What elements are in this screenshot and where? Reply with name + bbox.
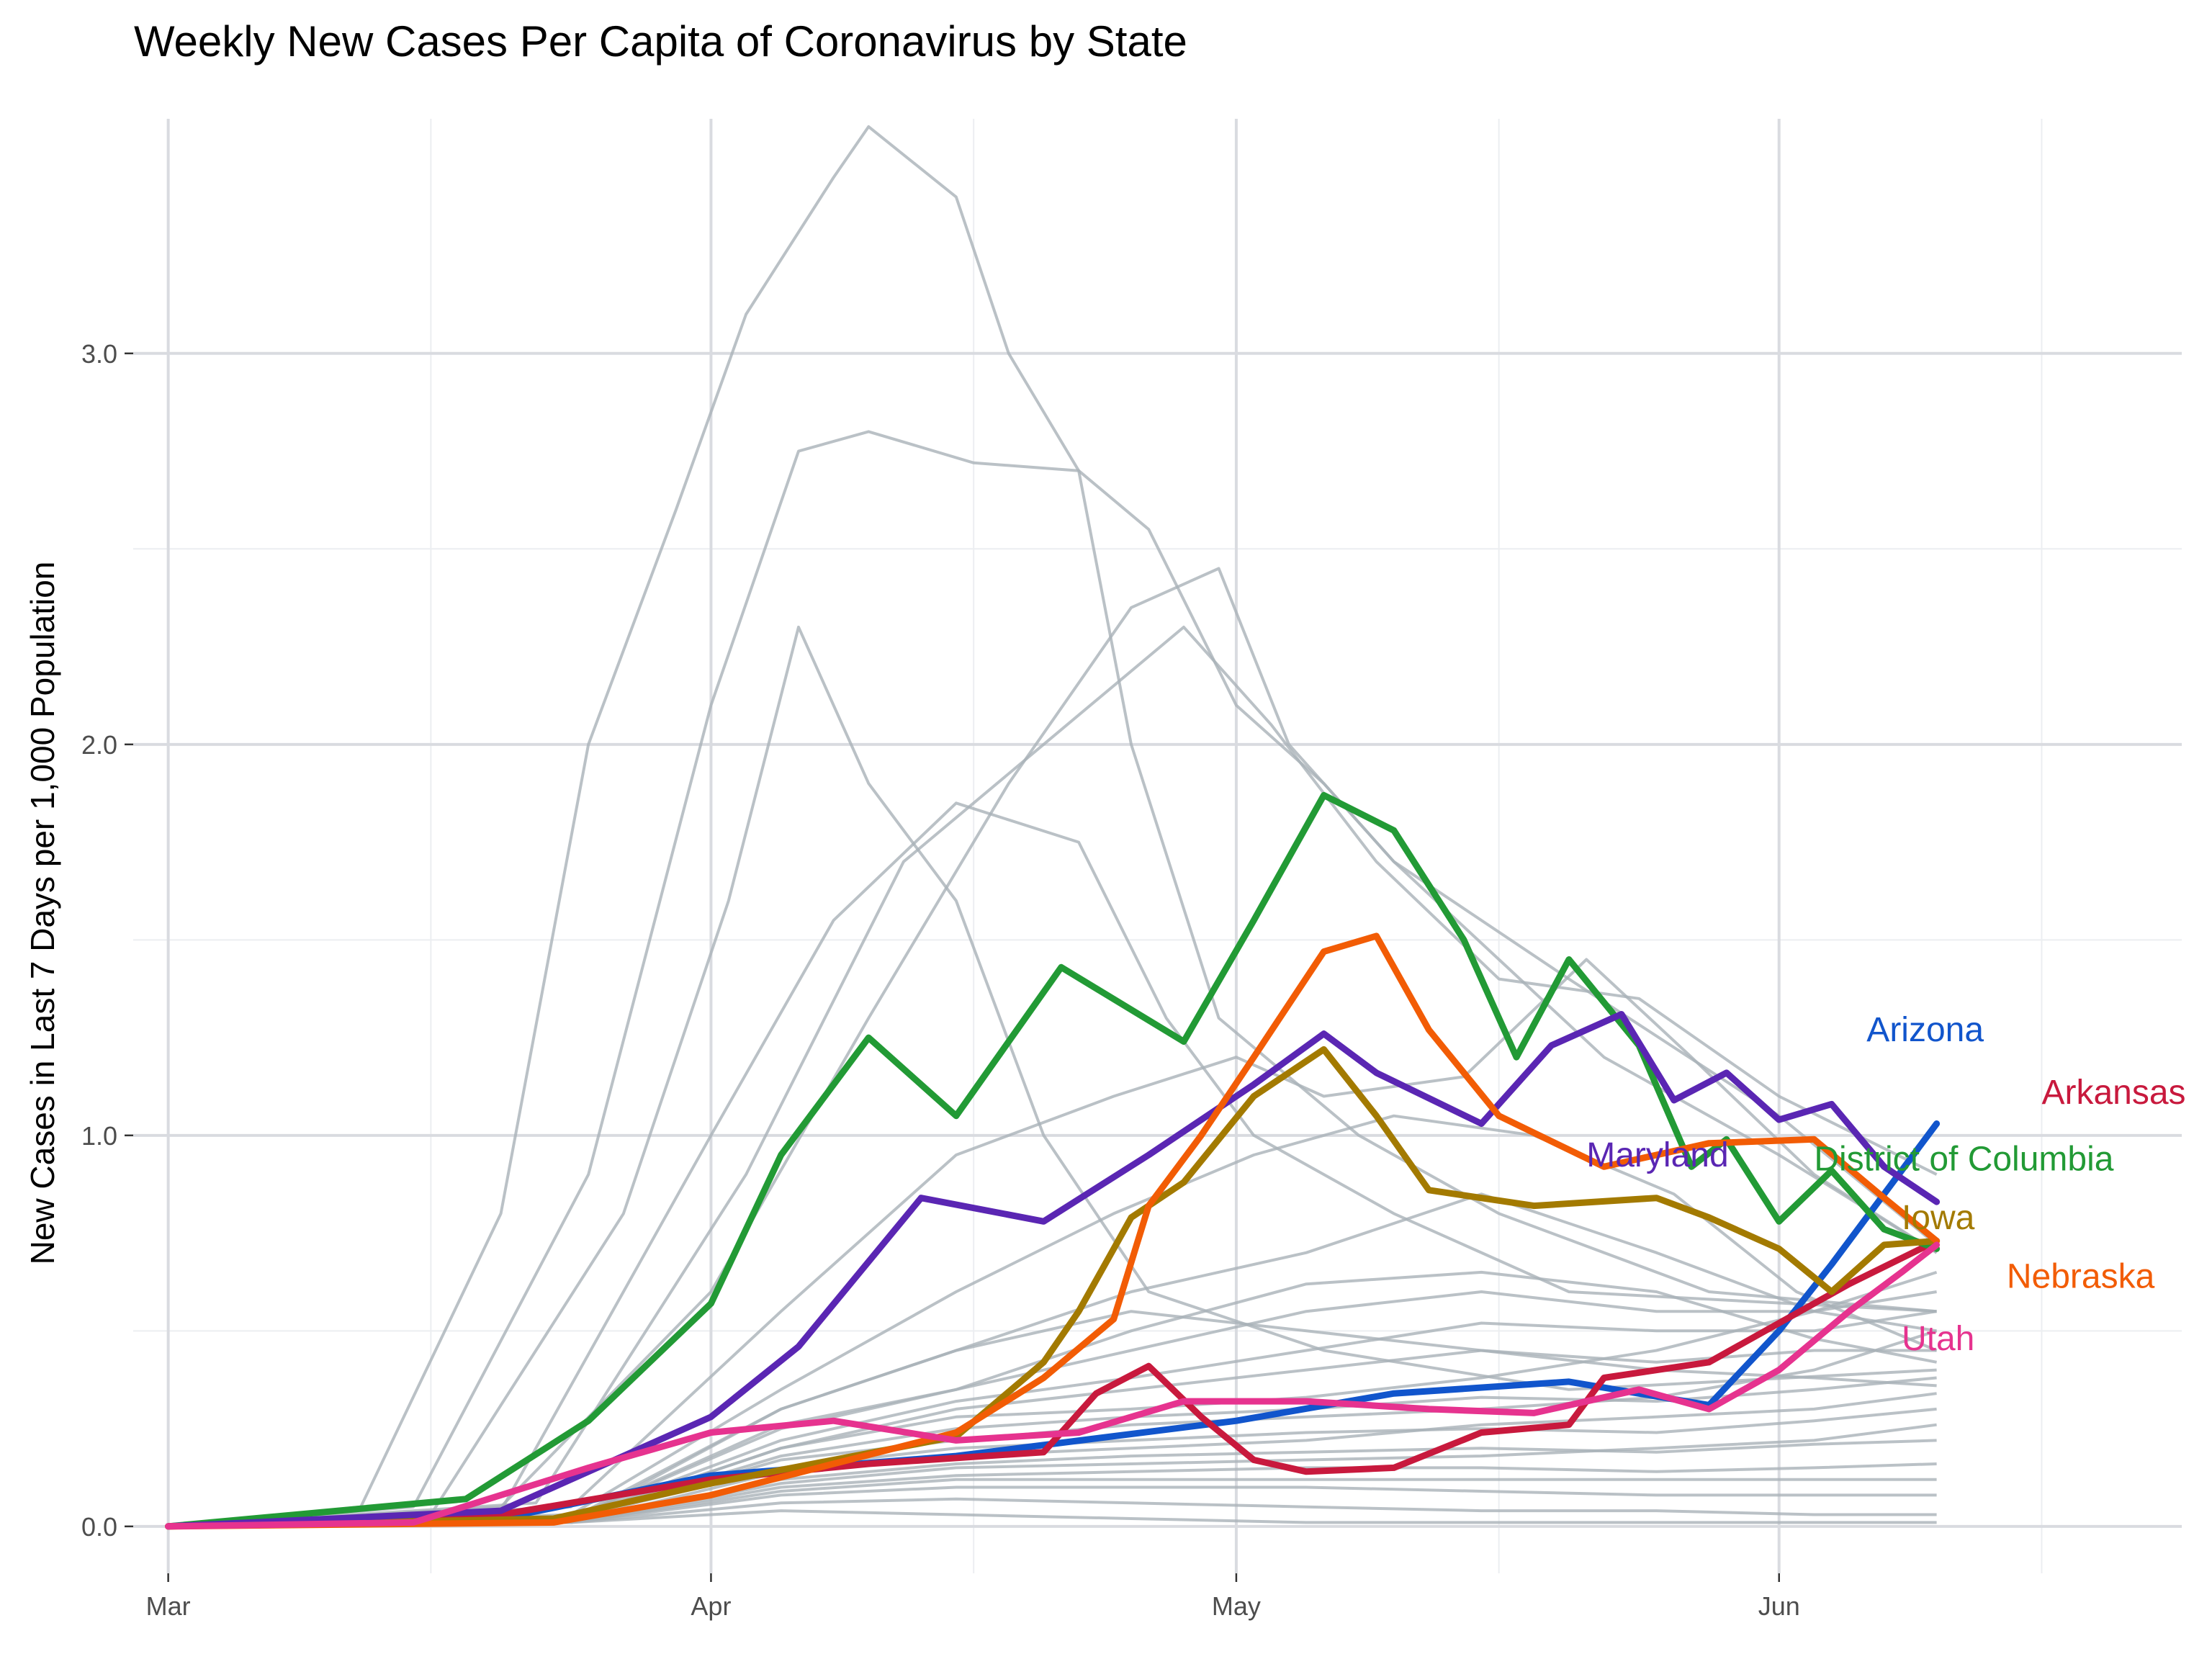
- series-line-arkansas: [165, 1237, 1941, 1530]
- background-state-line: [168, 625, 1938, 1528]
- series-line-nebraska: [165, 932, 1941, 1530]
- series-label-iowa: Iowa: [1902, 1199, 1975, 1237]
- y-tick-label: 1.0: [81, 1121, 117, 1151]
- x-tick-label: Mar: [146, 1591, 191, 1621]
- series-line-utah: [165, 1241, 1941, 1530]
- x-axis: Mar Apr May Jun: [146, 1573, 1800, 1621]
- background-state-line: [168, 1462, 1937, 1528]
- x-tick-label: Apr: [691, 1591, 731, 1621]
- x-tick-label: Jun: [1758, 1591, 1800, 1621]
- background-state-line: [168, 1290, 1937, 1528]
- y-axis: 0.0 1.0 2.0 3.0: [81, 339, 133, 1542]
- background-state-line: [168, 1485, 1937, 1528]
- y-tick-label: 2.0: [81, 730, 117, 760]
- series-labels: Arizona Arkansas District of Columbia Iowa M…: [1586, 1011, 2185, 1358]
- background-series: [168, 125, 1938, 1528]
- background-state-line: [168, 430, 1937, 1528]
- series-line-maryland: [165, 1011, 1941, 1530]
- background-state-line: [168, 801, 1937, 1528]
- background-state-line: [168, 1478, 1937, 1528]
- series-label-arizona: Arizona: [1866, 1011, 1984, 1049]
- background-state-line: [168, 1509, 1937, 1528]
- series-line-iowa: [165, 1046, 1941, 1530]
- chart-title: Weekly New Cases Per Capita of Coronavir…: [134, 17, 1187, 66]
- y-axis-title: New Cases in Last 7 Days per 1,000 Popul…: [24, 562, 61, 1265]
- highlighted-series: [165, 791, 1941, 1530]
- y-tick-label: 0.0: [81, 1512, 117, 1542]
- y-tick-label: 3.0: [81, 339, 117, 369]
- gridlines: [133, 119, 2182, 1573]
- series-line-district-of-columbia: [165, 791, 1941, 1530]
- series-label-arkansas: Arkansas: [2041, 1074, 2185, 1112]
- background-state-line: [168, 1392, 1937, 1528]
- series-label-utah: Utah: [1902, 1320, 1974, 1358]
- background-state-line: [168, 1192, 1937, 1528]
- background-state-line: [168, 1270, 1937, 1528]
- background-state-line: [168, 125, 1938, 1528]
- series-label-maryland: Maryland: [1586, 1136, 1728, 1174]
- x-tick-label: May: [1212, 1591, 1261, 1621]
- series-label-district-of-columbia: District of Columbia: [1814, 1140, 2113, 1178]
- series-label-nebraska: Nebraska: [2007, 1257, 2155, 1295]
- background-state-line: [168, 567, 1938, 1528]
- background-state-line: [168, 625, 1937, 1528]
- background-state-line: [168, 1497, 1937, 1528]
